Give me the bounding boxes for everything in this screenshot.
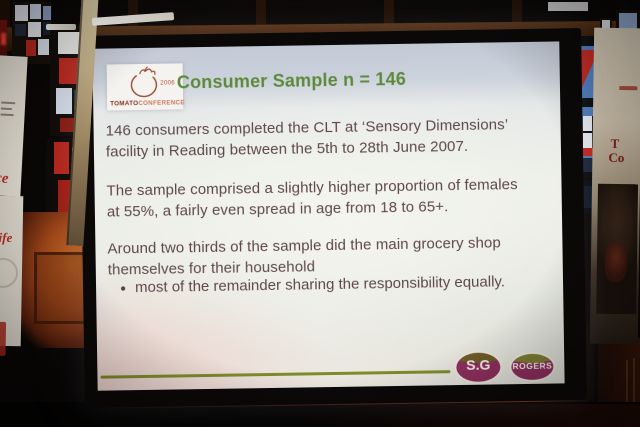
logo-brand-text: TOMATOCONFERENCE bbox=[110, 99, 185, 108]
banner-red-mark bbox=[0, 321, 7, 356]
footer-rule bbox=[100, 370, 451, 379]
tomato-icon bbox=[130, 66, 158, 98]
bullet-icon: ● bbox=[120, 283, 127, 295]
left-banner-lower: ife bbox=[0, 195, 24, 356]
rogers-logo: ROGERS bbox=[509, 351, 556, 383]
slide-paragraph: 146 consumers completed the CLT at ‘Sens… bbox=[105, 113, 561, 162]
light-streak bbox=[46, 24, 76, 30]
door-frame-line bbox=[626, 360, 628, 408]
logo-year: 2006 bbox=[160, 80, 175, 87]
slide-title: Consumer Sample n = 146 bbox=[176, 68, 407, 93]
banner-graphic-arc bbox=[0, 257, 19, 289]
banner-text-fragment: ife bbox=[0, 229, 13, 246]
banner-text-fragment: Co bbox=[608, 149, 625, 166]
slide: 2006 TOMATOCONFERENCE Consumer Sample n … bbox=[92, 41, 565, 391]
door-frame-line bbox=[633, 358, 635, 406]
projection-screen: 2006 TOMATOCONFERENCE Consumer Sample n … bbox=[79, 28, 587, 408]
left-banner: ce bbox=[0, 55, 28, 197]
stained-glass-grid-icon bbox=[12, 2, 52, 64]
conference-logo: 2006 TOMATOCONFERENCE bbox=[106, 63, 185, 111]
floor-red-tint bbox=[300, 404, 640, 427]
red-light-dot bbox=[1, 33, 6, 45]
banner-text-fragment: ce bbox=[0, 170, 9, 187]
red-light-glow bbox=[0, 20, 7, 80]
banner-small-text bbox=[619, 86, 638, 91]
banner-photo bbox=[596, 183, 639, 315]
glass-pane bbox=[548, 2, 588, 11]
slide-paragraph: The sample comprised a slightly higher p… bbox=[106, 173, 562, 222]
right-banner: T Co bbox=[589, 27, 640, 345]
sg-logo: S.G bbox=[454, 350, 503, 385]
